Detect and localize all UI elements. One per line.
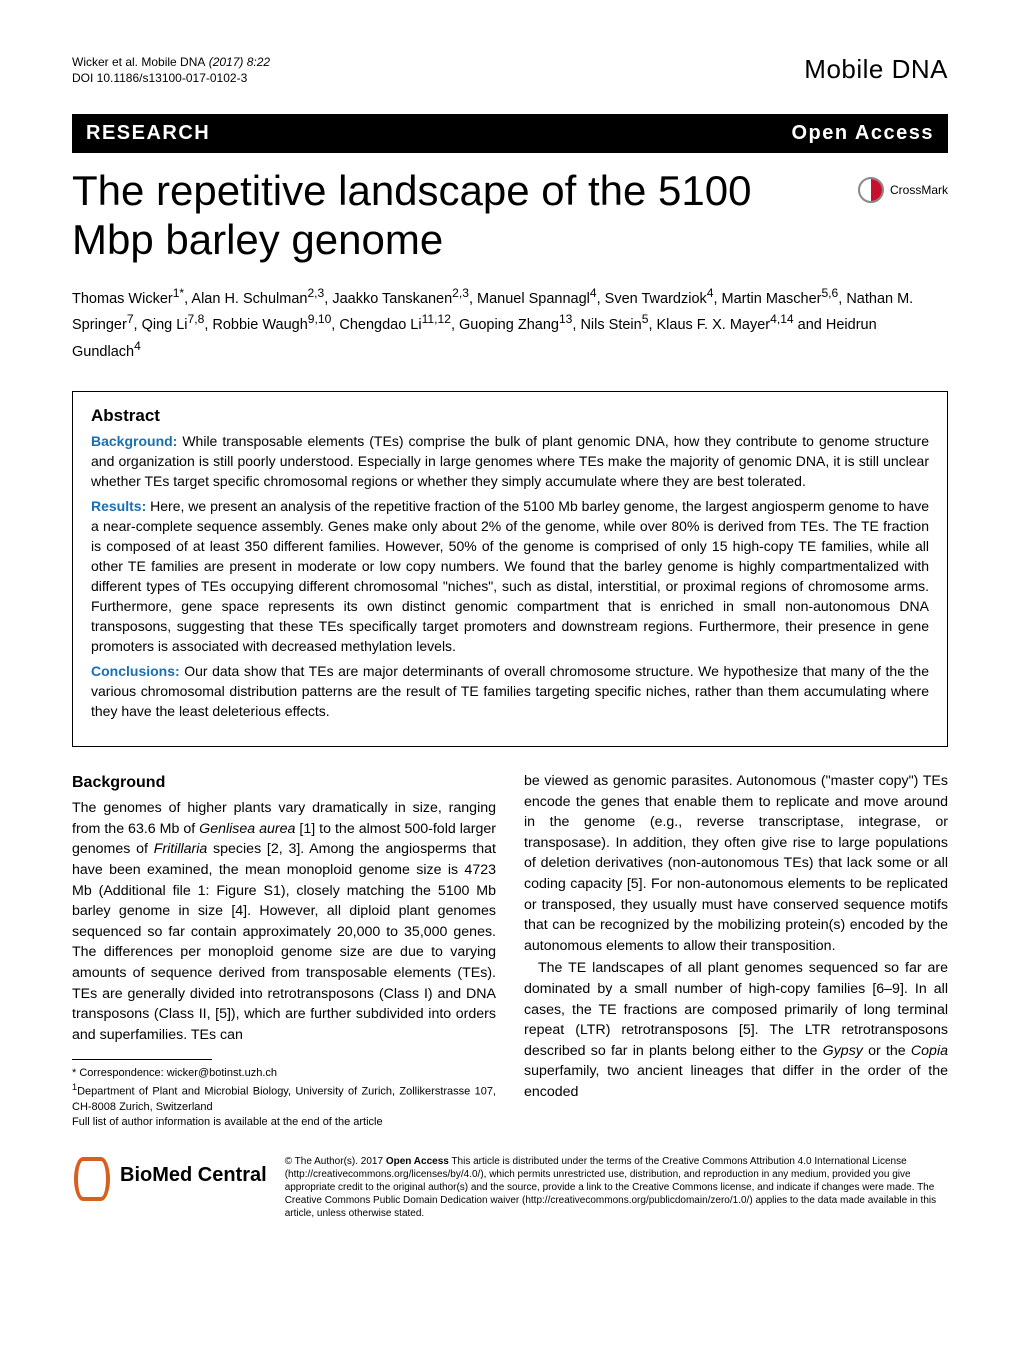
body-section: Background The genomes of higher plants … (72, 771, 948, 1129)
background-heading: Background (72, 771, 496, 794)
biomed-central-logo: BioMed Central (72, 1155, 267, 1195)
abstract-conclusions-text: Our data show that TEs are major determi… (91, 663, 929, 719)
article-type: RESEARCH (86, 122, 210, 145)
body-p2: be viewed as genomic parasites. Autonomo… (524, 771, 948, 956)
footnotes: * Correspondence: wicker@botinst.uzh.ch … (72, 1066, 496, 1129)
running-header: Wicker et al. Mobile DNA (2017) 8:22 DOI… (72, 54, 948, 86)
abstract-background-text: While transposable elements (TEs) compri… (91, 433, 929, 489)
correspondence: * Correspondence: wicker@botinst.uzh.ch (72, 1066, 496, 1081)
citation-year-vol: (2017) 8:22 (205, 55, 270, 69)
license-text: © The Author(s). 2017 Open Access This a… (285, 1155, 948, 1220)
doi: DOI 10.1186/s13100-017-0102-3 (72, 71, 247, 85)
abstract-heading: Abstract (91, 406, 929, 426)
citation: Wicker et al. Mobile DNA (2017) 8:22 DOI… (72, 54, 270, 86)
citation-authors: Wicker et al. Mobile DNA (72, 55, 205, 69)
journal-name: Mobile DNA (804, 54, 948, 85)
abstract-results-label: Results: (91, 498, 146, 514)
bmc-parens-icon (72, 1155, 112, 1195)
affiliation-1: 1Department of Plant and Microbial Biolo… (72, 1081, 496, 1114)
crossmark-label: CrossMark (890, 183, 948, 197)
open-access-label: Open Access (792, 122, 935, 145)
full-author-info: Full list of author information is avail… (72, 1115, 496, 1130)
body-p1: The genomes of higher plants vary dramat… (72, 798, 496, 1045)
abstract-background-label: Background: (91, 433, 177, 449)
abstract-background: Background: While transposable elements … (91, 432, 929, 492)
body-p3: The TE landscapes of all plant genomes s… (524, 958, 948, 1102)
license-row: BioMed Central © The Author(s). 2017 Ope… (72, 1155, 948, 1220)
article-title: The repetitive landscape of the 5100 Mbp… (72, 167, 838, 264)
abstract-results-text: Here, we present an analysis of the repe… (91, 498, 929, 653)
article-type-bar: RESEARCH Open Access (72, 114, 948, 153)
footnote-rule (72, 1059, 212, 1060)
authors-list: Thomas Wicker1*, Alan H. Schulman2,3, Ja… (72, 284, 948, 363)
crossmark-icon (858, 177, 884, 203)
crossmark-badge[interactable]: CrossMark (858, 177, 948, 203)
abstract-box: Abstract Background: While transposable … (72, 391, 948, 747)
bmc-text: BioMed Central (120, 1164, 267, 1187)
abstract-conclusions-label: Conclusions: (91, 663, 180, 679)
abstract-results: Results: Here, we present an analysis of… (91, 497, 929, 656)
abstract-conclusions: Conclusions: Our data show that TEs are … (91, 662, 929, 722)
